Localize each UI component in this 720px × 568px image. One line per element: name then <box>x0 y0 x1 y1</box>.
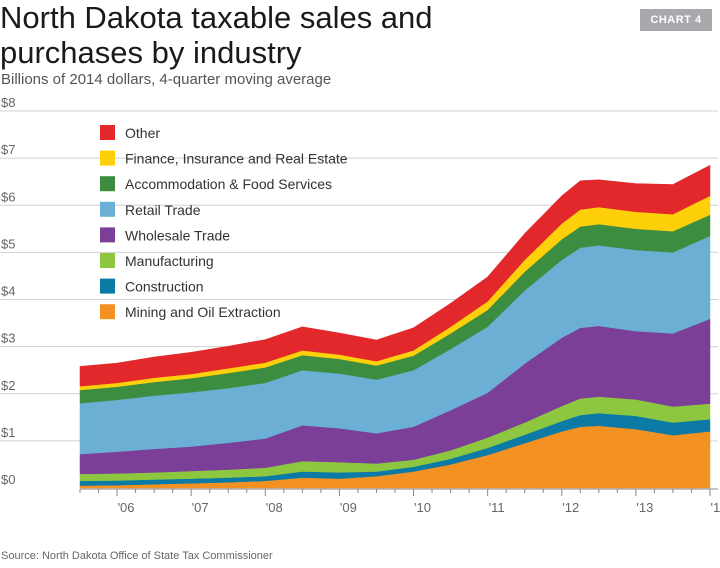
y-tick-label: $6 <box>1 189 15 204</box>
x-tick-label: '14 <box>711 500 720 515</box>
x-tick-label: '09 <box>340 500 357 515</box>
source-note: Source: North Dakota Office of State Tax… <box>1 550 273 562</box>
legend-label-manufacturing: Manufacturing <box>125 253 214 269</box>
legend-label-other: Other <box>125 125 160 141</box>
y-tick-label: $4 <box>1 284 15 299</box>
y-tick-label: $8 <box>1 95 15 110</box>
chart-number-badge: CHART 4 <box>640 9 712 31</box>
x-tick-label: '13 <box>636 500 653 515</box>
legend-swatch-finance-insurance-and-real-estate <box>100 150 115 166</box>
legend-label-retail-trade: Retail Trade <box>125 202 201 218</box>
area-series <box>79 164 711 489</box>
x-tick-label: '11 <box>489 500 505 515</box>
legend: Other Finance, Insurance and Real Estate A… <box>100 125 348 320</box>
legend-label-finance-insurance-and-real-estate: Finance, Insurance and Real Estate <box>125 151 348 167</box>
legend-swatch-construction <box>100 278 115 294</box>
y-tick-label: $3 <box>1 331 15 346</box>
area-other <box>79 164 711 387</box>
y-tick-label: $0 <box>1 472 15 487</box>
y-tick-label: $5 <box>1 236 15 251</box>
legend-label-construction: Construction <box>125 279 204 295</box>
y-tick-label: $7 <box>1 142 15 157</box>
legend-swatch-retail-trade <box>100 201 115 217</box>
y-tick-label: $1 <box>1 425 15 440</box>
legend-swatch-mining-and-oil-extraction <box>100 304 115 320</box>
legend-swatch-other <box>100 125 115 140</box>
x-tick-label: '10 <box>414 500 431 515</box>
legend-label-mining-and-oil-extraction: Mining and Oil Extraction <box>125 304 281 320</box>
y-axis: $0 $1 $2 $3 $4 $5 $6 $7 $8 <box>1 95 15 487</box>
x-tick-label: '08 <box>266 500 283 515</box>
x-tick-label: '06 <box>118 500 135 515</box>
legend-label-wholesale-trade: Wholesale Trade <box>125 227 230 243</box>
stacked-area-chart: $0 $1 $2 $3 $4 $5 $6 $7 $8 '06 '07 '08 '09 '10 '11 '12… <box>0 95 720 515</box>
legend-swatch-accommodation-food-services <box>100 176 115 192</box>
legend-swatch-manufacturing <box>100 253 115 268</box>
legend-swatch-wholesale-trade <box>100 227 115 243</box>
x-tick-label: '12 <box>562 500 579 515</box>
y-tick-label: $2 <box>1 378 15 393</box>
x-tick-label: '07 <box>192 500 209 515</box>
x-axis: '06 '07 '08 '09 '10 '11 '12 '13 '14 <box>79 488 720 515</box>
chart-subtitle: Billions of 2014 dollars, 4-quarter movi… <box>1 71 332 88</box>
chart-title: North Dakota taxable sales and purchases… <box>0 0 433 70</box>
legend-label-accommodation-food-services: Accommodation & Food Services <box>125 176 332 192</box>
